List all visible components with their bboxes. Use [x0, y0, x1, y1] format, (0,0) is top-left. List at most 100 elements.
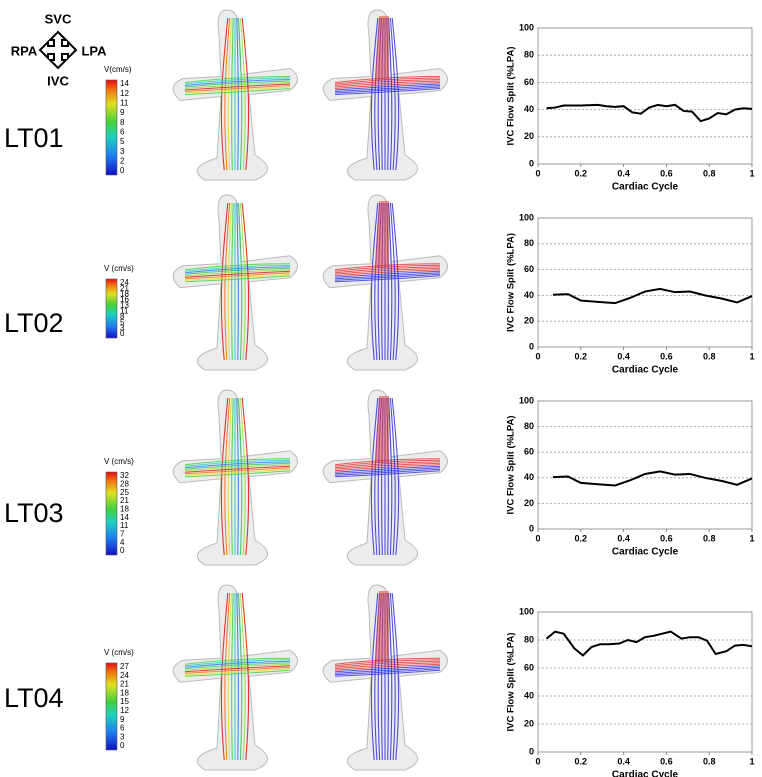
streamline	[184, 270, 291, 278]
x-tick-label: 0.8	[703, 351, 716, 361]
colorbar-title: V (cm/s)	[104, 457, 134, 466]
y-tick-label: 80	[524, 50, 534, 60]
streamline	[184, 468, 291, 476]
x-tick-label: 0.6	[660, 533, 673, 543]
streamline	[334, 80, 441, 88]
y-tick-label: 40	[524, 472, 534, 482]
y-tick-label: 0	[529, 523, 534, 533]
streamline	[184, 669, 291, 677]
x-axis-label: Cardiac Cycle	[612, 547, 679, 558]
colorbar-tick-label: 21	[120, 284, 129, 293]
x-tick-label: 0.6	[660, 756, 673, 766]
streamline	[334, 662, 441, 670]
streamline	[184, 76, 291, 83]
data-line	[545, 630, 753, 657]
vessel-render	[172, 389, 298, 566]
colorbar-title: V (cm/s)	[104, 648, 134, 657]
x-tick-label: 0	[535, 533, 540, 543]
streamline	[184, 663, 291, 671]
streamline	[334, 470, 441, 478]
x-tick-label: 0.4	[617, 168, 630, 178]
colorbar-title: V(cm/s)	[104, 65, 132, 74]
colorbar-tick-label: 15	[120, 697, 129, 706]
streamline	[184, 83, 291, 91]
colorbar-tick-label: 13	[120, 301, 129, 310]
colorbar-tick-label: 18	[120, 504, 129, 513]
vessel-render	[172, 9, 298, 181]
streamline	[184, 82, 291, 89]
x-tick-label: 1	[749, 533, 754, 543]
colorbar-tick-label: 12	[120, 706, 129, 715]
streamline	[334, 266, 441, 274]
streamline	[389, 397, 396, 556]
streamline	[334, 270, 441, 278]
y-tick-label: 20	[524, 131, 534, 141]
streamline	[391, 202, 400, 361]
colorbar-tick-label: 18	[120, 289, 129, 298]
colorbar-tick-label: 21	[120, 680, 129, 689]
streamline	[241, 397, 250, 556]
streamline	[334, 267, 441, 275]
streamline	[184, 668, 291, 676]
x-axis-label: Cardiac Cycle	[612, 365, 679, 376]
x-axis-label: Cardiac Cycle	[612, 770, 679, 777]
colorbar	[105, 79, 118, 176]
x-tick-label: 0.8	[703, 533, 716, 543]
streamline	[184, 665, 291, 673]
streamline	[391, 397, 400, 556]
streamline	[334, 462, 441, 470]
y-tick-label: 100	[519, 606, 534, 616]
x-tick-label: 0	[535, 351, 540, 361]
streamline	[239, 202, 246, 361]
streamline	[334, 465, 441, 473]
x-tick-label: 0.4	[617, 533, 630, 543]
row-label: LT03	[4, 498, 64, 528]
y-tick-label: 20	[524, 498, 534, 508]
colorbar-tick-label: 16	[120, 295, 129, 304]
y-tick-label: 20	[524, 316, 534, 326]
streamline	[184, 263, 291, 271]
colorbar-tick-label: 9	[120, 715, 125, 724]
colorbar-tick-label: 3	[120, 732, 125, 741]
colorbar-tick-label: 3	[120, 323, 125, 332]
y-axis-label: IVC Flow Split (%LPA)	[506, 632, 517, 731]
x-tick-label: 0.6	[660, 168, 673, 178]
streamline	[184, 462, 291, 470]
y-axis-label: IVC Flow Split (%LPA)	[506, 415, 517, 514]
x-tick-label: 0.6	[660, 351, 673, 361]
colorbar-tick-label: 3	[120, 147, 125, 156]
streamline	[220, 592, 229, 761]
streamline	[334, 82, 441, 89]
y-tick-label: 40	[524, 104, 534, 114]
colorbar-tick-label: 8	[120, 118, 125, 127]
colorbar-tick-label: 27	[120, 662, 129, 671]
streamline	[370, 397, 379, 556]
plot-frame	[537, 27, 753, 165]
colorbar-tick-label: 9	[120, 108, 125, 117]
streamline	[241, 202, 250, 361]
row-label: LT02	[4, 308, 64, 338]
streamline	[334, 269, 441, 277]
x-tick-label: 1	[749, 756, 754, 766]
x-tick-label: 0.4	[617, 756, 630, 766]
plot-frame	[537, 217, 753, 348]
y-tick-label: 80	[524, 634, 534, 644]
streamline	[184, 275, 291, 283]
y-tick-label: 0	[529, 341, 534, 351]
colorbar-tick-label: 5	[120, 318, 125, 327]
streamline	[334, 464, 441, 472]
plot-frame	[537, 400, 753, 530]
streamline	[184, 80, 291, 88]
streamline	[389, 592, 396, 761]
row-label: LT04	[4, 683, 64, 713]
y-tick-label: 60	[524, 662, 534, 672]
streamline	[184, 264, 291, 272]
streamline	[184, 77, 291, 85]
colorbar-tick-label: 24	[120, 671, 129, 680]
colorbar-tick-label: 5	[120, 137, 125, 146]
vessel-render	[322, 194, 448, 371]
x-tick-label: 1	[749, 168, 754, 178]
streamline	[389, 202, 396, 361]
streamline	[391, 17, 400, 171]
